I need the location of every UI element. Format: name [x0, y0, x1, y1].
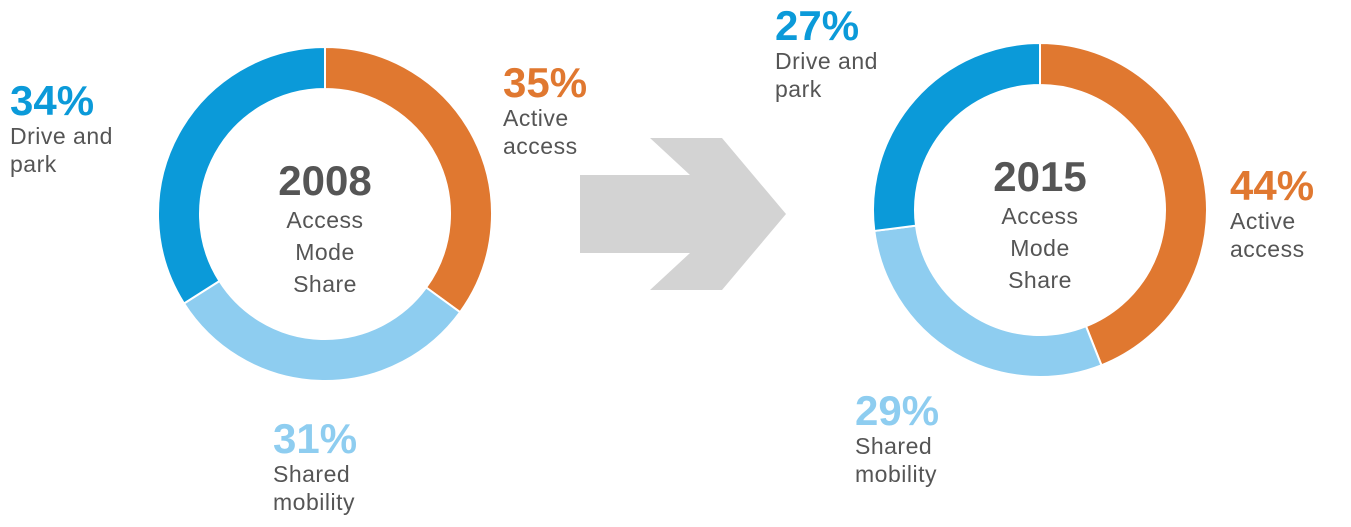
- chart-title: 2008: [278, 157, 372, 204]
- value-label: 35%: [503, 59, 588, 106]
- category-label: Active access: [1230, 208, 1305, 262]
- value-label: 27%: [775, 2, 860, 49]
- center-text: 2008 Access Mode Share: [240, 158, 410, 300]
- donut-segment: [324, 45, 493, 314]
- chart-title: 2015: [993, 153, 1087, 200]
- segment-label: 34% Drive and park: [10, 80, 135, 178]
- segment-label: 31% Shared mobility: [273, 418, 398, 516]
- chart-subtitle: Access Mode Share: [286, 207, 364, 297]
- arrow: [580, 138, 786, 290]
- value-label: 44%: [1230, 162, 1315, 209]
- donut-segment: [1039, 41, 1208, 367]
- category-label: Active access: [503, 105, 578, 159]
- category-label: Drive and park: [775, 48, 878, 102]
- category-label: Shared mobility: [855, 433, 937, 487]
- value-label: 34%: [10, 77, 95, 124]
- segment-label: 27% Drive and park: [775, 5, 900, 103]
- chart-subtitle: Access Mode Share: [1001, 203, 1079, 293]
- segment-label: 44% Active access: [1230, 165, 1351, 263]
- value-label: 29%: [855, 387, 940, 434]
- center-text: 2015 Access Mode Share: [955, 154, 1125, 296]
- category-label: Drive and park: [10, 123, 113, 177]
- segment-label: 29% Shared mobility: [855, 390, 980, 488]
- donut-segment: [157, 45, 326, 305]
- value-label: 31%: [273, 415, 358, 462]
- segment-label: 35% Active access: [503, 62, 628, 160]
- category-label: Shared mobility: [273, 461, 355, 515]
- donut-segment: [872, 41, 1041, 233]
